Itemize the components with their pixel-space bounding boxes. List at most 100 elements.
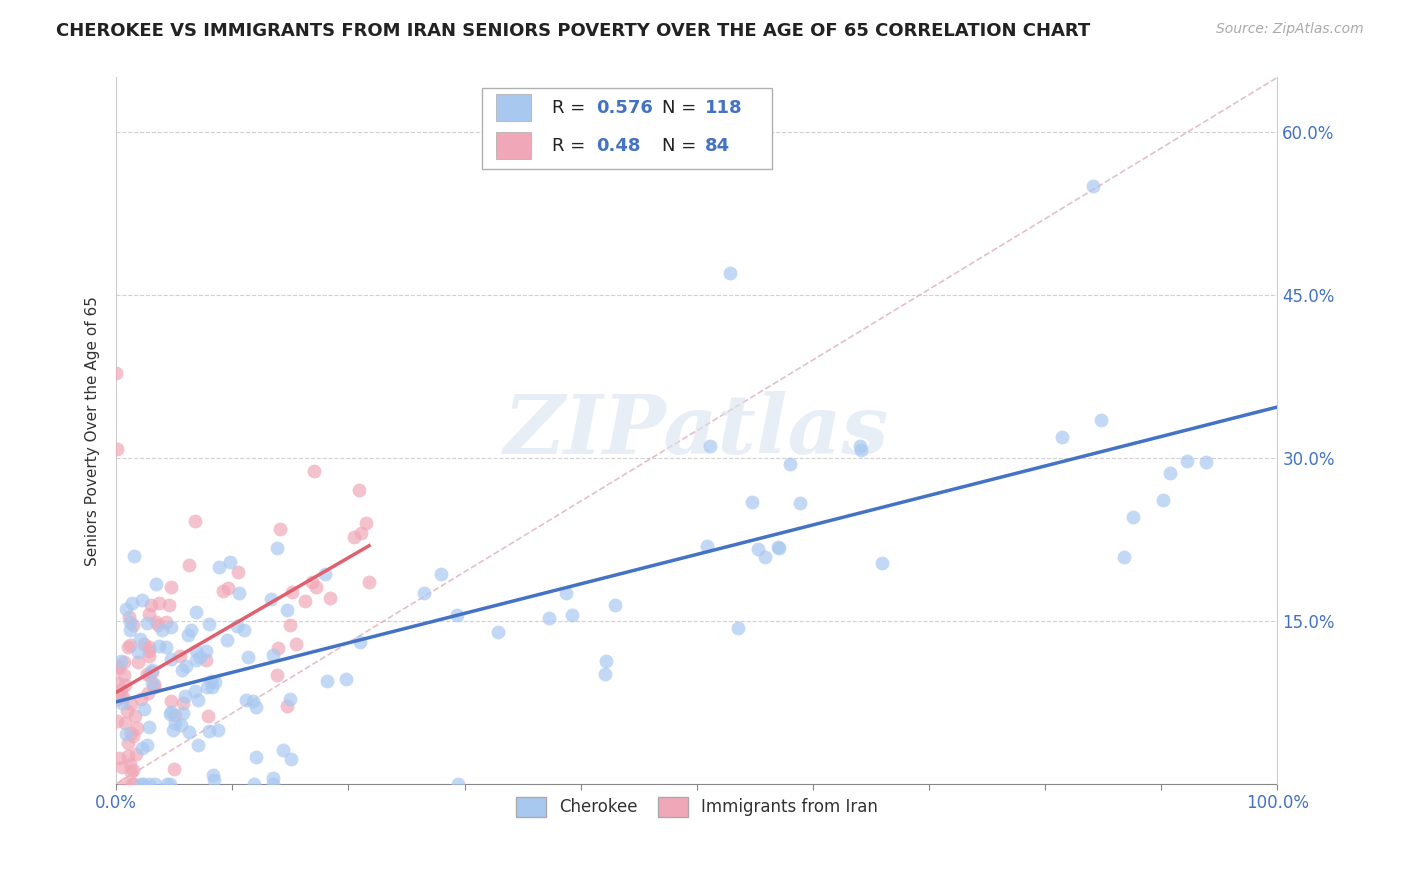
Point	[169, 648, 191, 663]
Point	[111, 696, 134, 710]
Point	[139, 598, 162, 612]
Text: CHEROKEE VS IMMIGRANTS FROM IRAN SENIORS POVERTY OVER THE AGE OF 65 CORRELATION : CHEROKEE VS IMMIGRANTS FROM IRAN SENIORS…	[56, 22, 1091, 40]
Point	[184, 605, 207, 619]
Text: 0.48: 0.48	[596, 137, 640, 155]
Point	[359, 574, 381, 589]
Point	[157, 598, 180, 612]
Point	[280, 752, 302, 766]
Text: Source: ZipAtlas.com: Source: ZipAtlas.com	[1216, 22, 1364, 37]
Point	[849, 443, 872, 458]
Point	[117, 704, 139, 718]
Point	[1195, 455, 1218, 469]
Point	[131, 777, 153, 791]
Point	[266, 668, 288, 682]
Point	[195, 644, 218, 658]
Point	[122, 763, 145, 777]
Point	[236, 650, 259, 665]
Point	[125, 722, 148, 736]
Point	[150, 624, 173, 638]
Text: R =: R =	[551, 137, 591, 155]
Point	[870, 556, 893, 570]
Point	[262, 771, 284, 785]
Point	[198, 616, 221, 631]
Point	[276, 603, 298, 617]
Point	[789, 496, 811, 510]
Point	[226, 565, 249, 579]
Point	[165, 716, 187, 731]
Point	[108, 750, 131, 764]
Point	[160, 652, 183, 666]
Point	[114, 716, 136, 731]
Point	[266, 541, 288, 556]
Point	[754, 549, 776, 564]
Point	[155, 615, 177, 630]
Point	[114, 602, 136, 616]
Point	[129, 692, 152, 706]
Point	[138, 607, 160, 622]
Point	[138, 668, 160, 682]
Point	[111, 760, 134, 774]
Point	[202, 768, 225, 782]
Point	[112, 655, 135, 669]
Point	[217, 633, 239, 648]
Point	[148, 618, 170, 632]
Point	[284, 637, 307, 651]
Point	[105, 366, 128, 380]
Point	[305, 580, 328, 594]
Point	[117, 640, 139, 654]
Text: 0.576: 0.576	[596, 99, 652, 117]
Point	[145, 576, 167, 591]
Point	[201, 681, 224, 695]
Point	[107, 692, 129, 706]
Point	[595, 654, 617, 668]
Point	[128, 632, 150, 647]
Point	[118, 623, 141, 637]
Point	[1112, 550, 1135, 565]
Point	[294, 593, 316, 607]
Point	[354, 516, 377, 531]
Point	[121, 596, 143, 610]
Point	[225, 619, 247, 633]
Point	[200, 674, 222, 689]
Point	[131, 740, 153, 755]
Point	[747, 542, 769, 557]
Point	[124, 747, 146, 761]
Point	[1083, 179, 1105, 194]
Point	[412, 586, 434, 600]
Point	[696, 539, 718, 553]
Point	[349, 483, 371, 497]
Point	[349, 635, 371, 649]
Point	[159, 580, 181, 594]
Point	[235, 693, 257, 707]
Point	[173, 689, 195, 703]
Point	[114, 777, 136, 791]
Text: N =: N =	[662, 99, 702, 117]
Point	[120, 697, 142, 711]
Point	[271, 743, 294, 757]
Point	[177, 558, 200, 572]
Point	[148, 639, 170, 653]
Point	[779, 457, 801, 471]
Point	[159, 777, 181, 791]
Point	[245, 699, 267, 714]
Point	[1050, 430, 1073, 444]
Point	[260, 591, 283, 606]
Point	[135, 667, 157, 681]
Point	[121, 726, 143, 740]
Point	[430, 567, 453, 582]
Point	[110, 654, 132, 668]
Point	[217, 581, 239, 595]
Point	[135, 615, 157, 630]
Text: N =: N =	[662, 137, 702, 155]
Point	[108, 661, 131, 675]
Legend: Cherokee, Immigrants from Iran: Cherokee, Immigrants from Iran	[508, 789, 886, 825]
Point	[281, 585, 304, 599]
Point	[155, 640, 177, 654]
Point	[1159, 467, 1181, 481]
Point	[131, 593, 153, 607]
Point	[197, 724, 219, 739]
Point	[138, 640, 160, 654]
FancyBboxPatch shape	[496, 132, 531, 159]
Point	[603, 598, 626, 612]
Point	[202, 773, 225, 788]
